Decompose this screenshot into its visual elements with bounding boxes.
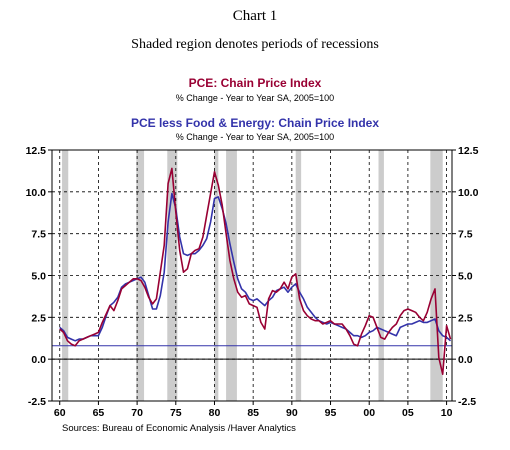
x-tick-label: 65 (93, 407, 105, 419)
reference-lines (52, 345, 452, 360)
x-tick-label: 00 (363, 407, 375, 419)
recession-band-5 (226, 150, 237, 401)
series-2-line (59, 192, 452, 342)
y-tick-label-right: 5.0 (458, 271, 473, 283)
y-tick-label-right: 7.5 (458, 229, 473, 241)
y-tick-label-right: -2.5 (458, 396, 476, 408)
recession-band-2 (136, 150, 145, 401)
series-1-line (59, 167, 452, 376)
y-tick-label-right: 0.0 (458, 354, 473, 366)
y-tick-label-left: 5.0 (31, 271, 46, 283)
y-tick-label-right: 2.5 (458, 312, 473, 324)
series-1-legend-subtitle: % Change - Year to Year SA, 2005=100 (175, 93, 335, 103)
chart-title: Chart 1 (232, 8, 278, 24)
y-tick-label-left: 7.5 (31, 229, 46, 241)
x-tick-label: 60 (54, 407, 66, 419)
series-2-legend-subtitle: % Change - Year to Year SA, 2005=100 (175, 132, 335, 142)
axis-ticks: 12.5 12.5 10.0 10.0 7.5 7.5 5.0 5.0 2.5 2.5 0.0 0.0… (26, 145, 479, 419)
series-lines (59, 167, 452, 376)
y-tick-label-left: 12.5 (26, 145, 47, 157)
y-tick-label-right: 12.5 (458, 145, 479, 157)
y-tick-label-left: 2.5 (31, 312, 46, 324)
grid-lines (52, 150, 452, 401)
source-note: Sources: Bureau of Economic Analysis /Ha… (62, 423, 296, 434)
y-tick-label-left: 0.0 (31, 354, 46, 366)
x-tick-label: 95 (325, 407, 337, 419)
y-tick-label-right: 10.0 (458, 187, 479, 199)
y-tick-label-left: -2.5 (28, 396, 46, 408)
x-tick-label: 85 (247, 407, 259, 419)
chart-subtitle: Shaded region denotes periods of recessi… (131, 37, 379, 52)
x-tick-label: 05 (402, 407, 414, 419)
x-tick-label: 10 (441, 407, 453, 419)
x-tick-label: 80 (209, 407, 221, 419)
series-2-legend-name: PCE less Food & Energy: Chain Price Inde… (130, 116, 380, 130)
x-tick-label: 75 (170, 407, 182, 419)
y-tick-label-left: 10.0 (26, 187, 47, 199)
x-tick-label: 90 (286, 407, 298, 419)
x-tick-label: 70 (131, 407, 143, 419)
series-1-legend-name: PCE: Chain Price Index (188, 76, 322, 90)
recession-band-7 (378, 150, 384, 401)
